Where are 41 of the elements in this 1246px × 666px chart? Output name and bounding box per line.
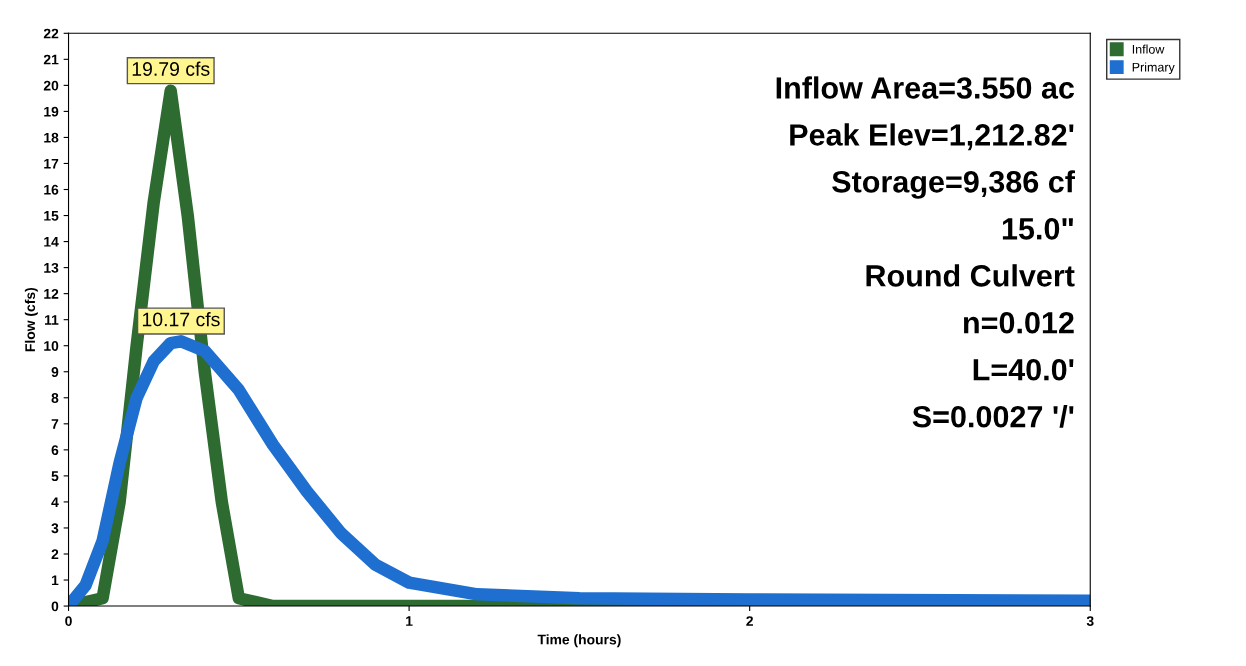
y-tick-label: 12 xyxy=(44,288,59,299)
y-tick-label: 14 xyxy=(44,237,59,247)
legend-label: Inflow xyxy=(1132,44,1165,54)
y-tick-label: 21 xyxy=(43,54,59,65)
annotation: L=40.0' xyxy=(973,358,1074,381)
y-tick-label: 0 xyxy=(51,601,59,612)
y-tick-label: 1 xyxy=(51,575,59,586)
legend-label: Primary xyxy=(1132,62,1175,75)
y-tick-label: 15 xyxy=(44,211,59,221)
y-tick-label: 6 xyxy=(51,445,59,456)
annotation: S=0.0027 '/' xyxy=(912,405,1074,428)
y-tick-label: 16 xyxy=(44,184,59,195)
annotation: Round Culvert xyxy=(866,264,1075,287)
x-tick-label: 3 xyxy=(1086,616,1094,626)
y-tick-label: 9 xyxy=(51,367,59,377)
annotation: n=0.012 xyxy=(963,311,1074,334)
y-tick-label: 4 xyxy=(51,497,59,507)
annotation: 10.17 cfs xyxy=(142,312,220,327)
annotation: Peak Elev=1,212.82' xyxy=(790,123,1074,151)
annotation: 19.79 cfs xyxy=(132,61,210,76)
y-tick-label: 20 xyxy=(43,80,59,91)
y-tick-label: 8 xyxy=(51,393,59,403)
y-tick-label: 7 xyxy=(51,419,59,429)
y-tick-label: 22 xyxy=(43,28,59,39)
x-tick-label: 1 xyxy=(406,616,413,626)
y-tick-label: 18 xyxy=(44,132,59,143)
annotation: Inflow Area=3.550 ac xyxy=(776,76,1075,99)
y-tick-label: 2 xyxy=(51,549,59,560)
y-tick-label: 10 xyxy=(44,341,59,351)
x-tick-label: 0 xyxy=(65,616,72,626)
y-tick-label: 5 xyxy=(51,471,59,482)
y-tick-label: 3 xyxy=(51,523,59,534)
y-axis-title: Flow (cfs) xyxy=(24,287,38,352)
annotation: Storage=9,386 cf xyxy=(832,170,1075,199)
y-tick-label: 17 xyxy=(44,158,59,169)
annotation: 15.0" xyxy=(1002,218,1073,240)
x-tick-label: 2 xyxy=(746,616,753,626)
y-tick-label: 19 xyxy=(44,106,59,117)
y-tick-label: 11 xyxy=(45,315,59,325)
x-axis-title: Time (hours) xyxy=(537,634,621,648)
y-tick-label: 13 xyxy=(44,262,59,273)
